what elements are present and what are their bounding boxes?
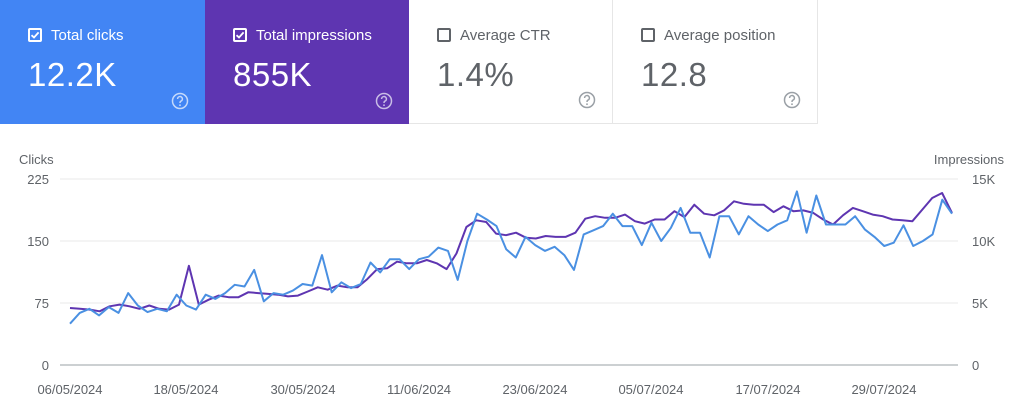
checkbox-unchecked-icon[interactable] — [437, 28, 451, 42]
x-tick-label: 05/07/2024 — [618, 382, 683, 397]
x-tick-label: 29/07/2024 — [851, 382, 916, 397]
help-icon[interactable] — [171, 92, 189, 110]
help-icon[interactable] — [783, 91, 801, 109]
series-line-impressions — [69, 192, 953, 313]
metric-label: Average CTR — [460, 26, 551, 44]
metric-card-average-ctr[interactable]: Average CTR 1.4% — [409, 0, 613, 124]
card-header: Total clicks — [28, 24, 205, 46]
performance-chart: Clicks Impressions 225 150 75 0 15K 10K … — [19, 152, 1005, 397]
metric-card-total-impressions[interactable]: Total impressions 855K — [205, 0, 409, 124]
x-tick-label: 23/06/2024 — [502, 382, 567, 397]
left-tick-label: 225 — [27, 172, 49, 187]
left-tick-label: 150 — [27, 234, 49, 249]
metric-label: Total clicks — [51, 26, 124, 44]
checkbox-unchecked-icon[interactable] — [641, 28, 655, 42]
x-tick-label: 17/07/2024 — [735, 382, 800, 397]
series-line-clicks — [69, 190, 953, 325]
checkbox-checked-icon[interactable] — [233, 28, 247, 42]
x-tick-label: 18/05/2024 — [153, 382, 218, 397]
metric-value: 855K — [233, 56, 313, 93]
x-tick-label: 06/05/2024 — [37, 382, 102, 397]
metric-label: Average position — [664, 26, 776, 44]
metric-value: 1.4% — [437, 56, 515, 93]
help-icon[interactable] — [578, 91, 596, 109]
right-tick-label: 15K — [972, 172, 995, 187]
metric-label: Total impressions — [256, 26, 372, 44]
metric-value: 12.2K — [28, 56, 117, 93]
x-tick-label: 11/06/2024 — [387, 382, 451, 397]
card-header: Average CTR — [437, 24, 612, 46]
left-tick-label: 0 — [42, 358, 49, 373]
metric-card-total-clicks[interactable]: Total clicks 12.2K — [0, 0, 205, 124]
card-row-spacer — [818, 0, 1024, 124]
right-tick-label: 0 — [972, 358, 979, 373]
help-icon[interactable] — [375, 92, 393, 110]
metric-value: 12.8 — [641, 56, 708, 93]
card-header: Total impressions — [233, 24, 409, 46]
metric-card-average-position[interactable]: Average position 12.8 — [613, 0, 818, 124]
x-tick-label: 30/05/2024 — [270, 382, 335, 397]
left-tick-label: 75 — [35, 296, 49, 311]
right-tick-label: 10K — [972, 234, 995, 249]
right-axis-label: Impressions — [934, 152, 1005, 167]
checkbox-checked-icon[interactable] — [28, 28, 42, 42]
right-tick-label: 5K — [972, 296, 988, 311]
card-header: Average position — [641, 24, 817, 46]
left-axis-label: Clicks — [19, 152, 54, 167]
metric-cards: Total clicks 12.2K Total impressions 855… — [0, 0, 1024, 124]
